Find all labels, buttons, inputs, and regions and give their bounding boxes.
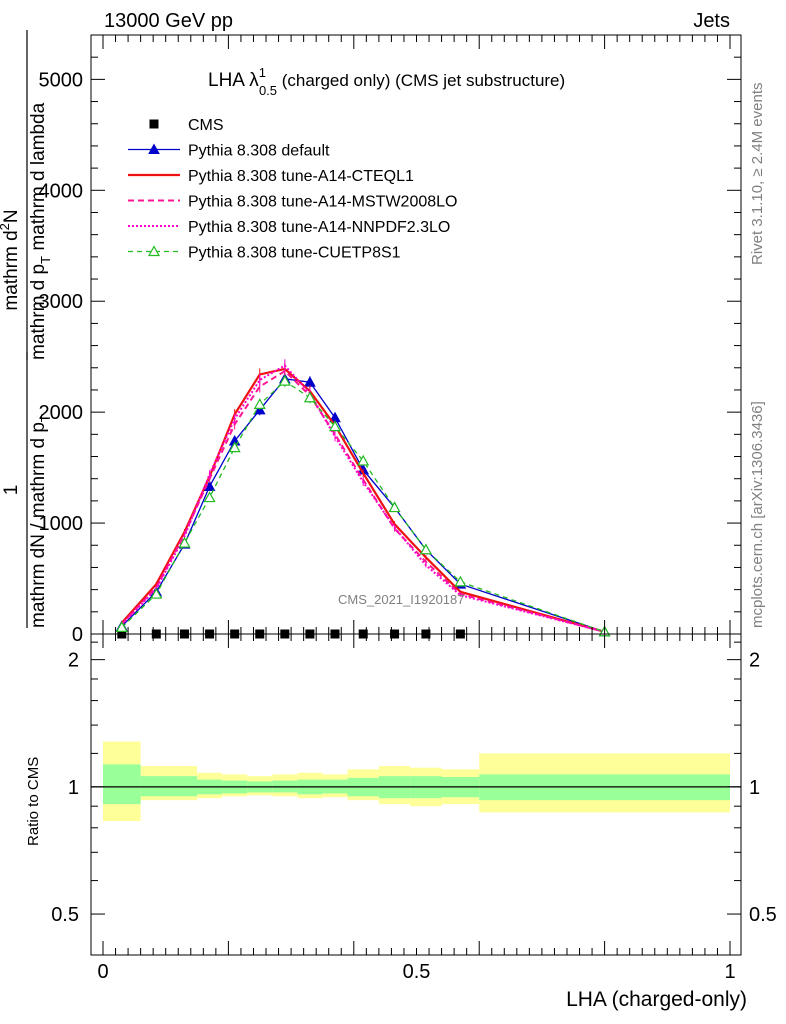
series-point-cuetp-7 (303, 391, 316, 403)
series-point-cuetp-1 (150, 587, 163, 599)
mcplots-label: mcplots.cern.ch [arXiv:1306.3436] (749, 401, 766, 628)
ylabel-frac2-num-b: N (1, 209, 22, 223)
ratio-ytick-label-right-0: 0.5 (749, 904, 777, 926)
chart-title-rest: (charged only) (CMS jet substructure) (277, 71, 565, 90)
analysis-watermark: CMS_2021_I1920187 (338, 592, 465, 607)
series-point-cuetp-4 (228, 441, 241, 453)
main-y-label: 1 mathrm dN / mathrm d pT mathrm d2N mat… (0, 30, 53, 628)
legend-label-4: Pythia 8.308 tune-A14-NNPDF2.3LO (188, 219, 450, 236)
ratio-xtick-label-0: 0 (97, 961, 108, 983)
ratio-band-inner-1 (140, 776, 198, 797)
main-ytick-label-2: 2000 (39, 402, 84, 424)
ylabel-frac1-num: 1 (1, 485, 22, 496)
chart-title-sub: 0.5 (259, 83, 277, 98)
series-point-cuetp-11 (419, 543, 432, 555)
ratio-ytick-label-left-1: 1 (68, 777, 79, 799)
ylabel-frac2-num-sup: 2 (0, 223, 12, 230)
ylabel-frac2-den: mathrm d pT mathrm d lambda (28, 102, 53, 360)
legend-label-5: Pythia 8.308 tune-CUETP8S1 (188, 245, 401, 262)
legend-label-1: Pythia 8.308 default (188, 143, 330, 160)
chart-title-main: LHA λ (208, 70, 259, 91)
ylabel-frac1-den: mathrm dN / mathrm d pT (28, 414, 53, 628)
main-ytick-label-1: 1000 (39, 513, 84, 535)
ylabel-frac2-den-a: mathrm d p (28, 264, 49, 360)
series-point-cuetp-3 (203, 491, 216, 503)
series-point-cuetp-9 (357, 454, 370, 466)
ratio-ytick-label-right-2: 2 (749, 650, 760, 672)
main-ytick-label-5: 5000 (39, 69, 84, 91)
ratio-ytick-label-right-1: 1 (749, 777, 760, 799)
ylabel-frac2-num-a: mathrm d (1, 230, 22, 310)
legend-marker-cuetp (147, 245, 161, 257)
ylabel-frac1-den-a: mathrm d (28, 548, 49, 628)
ylabel-frac2-den-sub: T (38, 256, 53, 264)
legend-label-3: Pythia 8.308 tune-A14-MSTW2008LO (188, 194, 457, 211)
series-point-cuetp-5 (253, 398, 266, 409)
series-point-cuetp-8 (328, 420, 342, 432)
ratio-band-inner-0 (103, 764, 141, 805)
legend-label-0: CMS (188, 117, 224, 134)
chart-title-sup: 1 (259, 65, 266, 80)
series-point-cuetp-10 (388, 501, 401, 513)
ratio-bands (91, 741, 741, 822)
ratio-ytick-label-left-2: 2 (68, 650, 79, 672)
ratio-xtick-label-1: 0.5 (403, 961, 431, 983)
series-point-cuetp-2 (178, 536, 191, 548)
series-line-nnpdf (121, 364, 605, 633)
ylabel-frac1-den-sub: T (38, 414, 53, 422)
header-left: 13000 GeV pp (104, 10, 233, 32)
series-point-cuetp-12 (454, 575, 467, 587)
header-right: Jets (693, 10, 730, 32)
legend-label-2: Pythia 8.308 tune-A14-CTEQL1 (188, 168, 414, 185)
series-layer (115, 359, 611, 639)
main-ytick-label-3: 3000 (39, 291, 84, 313)
ylabel-frac1-den-b: N / mathrm d p (28, 422, 49, 548)
ratio-ytick-label-left-0: 0.5 (51, 904, 79, 926)
legend: CMS Pythia 8.308 default Pythia 8.308 tune… (128, 117, 457, 262)
main-ytick-label-0: 0 (72, 624, 83, 646)
rivet-label: Rivet 3.1.10, ≥ 2.4M events (749, 83, 766, 266)
series-point-cuetp-6 (278, 374, 291, 386)
ylabel-frac2-den-b: mathrm d lambda (28, 102, 49, 256)
tick-labels: 0 1000 2000 3000 4000 5000 0 0.5 1 0.5 0.5 1 1 2 2 (39, 69, 777, 983)
legend-marker-default (148, 143, 160, 154)
ratio-y-label: Ratio to CMS (25, 757, 42, 846)
x-axis-label: LHA (charged-only) (566, 988, 747, 1011)
ratio-xtick-label-2: 1 (724, 961, 735, 983)
legend-marker-cms (149, 119, 159, 129)
main-ytick-label-4: 4000 (39, 180, 84, 202)
axis-ticks (91, 34, 741, 955)
chart-title: LHA λ1 0.5 (charged only) (CMS jet substr… (208, 65, 565, 98)
ylabel-frac2-num: mathrm d2N (0, 209, 22, 310)
series-point-cuetp-0 (115, 621, 128, 632)
